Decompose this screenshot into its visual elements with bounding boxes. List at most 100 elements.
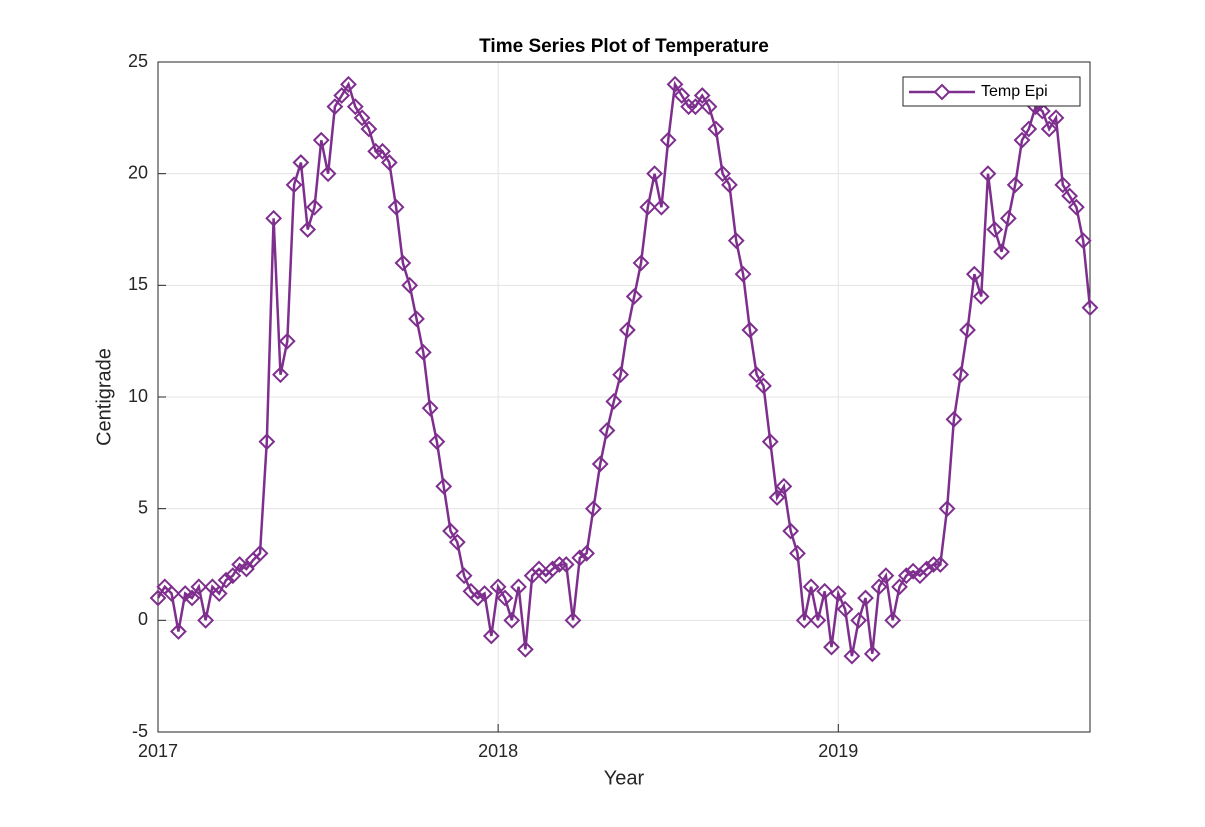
data-marker: [904, 562, 922, 580]
data-marker: [625, 288, 643, 305]
data-marker: [1040, 120, 1058, 138]
data-marker: [687, 98, 704, 116]
data-marker: [972, 288, 990, 305]
data-marker: [476, 585, 493, 602]
y-tick-label: 0: [138, 609, 148, 629]
data-marker: [965, 265, 983, 283]
data-marker: [775, 477, 793, 495]
data-marker: [999, 209, 1017, 227]
data-marker: [469, 589, 487, 607]
data-marker: [1074, 232, 1092, 250]
data-marker: [278, 332, 296, 350]
data-marker: [646, 165, 664, 183]
data-marker: [734, 265, 752, 283]
data-marker: [482, 627, 500, 645]
y-tick-label: 15: [128, 274, 148, 294]
data-marker: [836, 600, 854, 618]
data-marker: [931, 556, 949, 573]
data-marker: [618, 321, 636, 339]
data-marker: [659, 131, 677, 149]
data-marker: [884, 611, 902, 629]
data-marker: [612, 366, 630, 384]
data-marker: [217, 571, 235, 589]
data-marker: [741, 321, 759, 339]
data-marker: [802, 578, 820, 596]
y-tick-label: 20: [128, 162, 148, 182]
data-marker: [550, 556, 568, 573]
data-marker: [503, 611, 521, 629]
data-marker: [455, 567, 473, 585]
data-marker: [952, 366, 970, 384]
data-marker: [224, 567, 242, 585]
data-marker: [210, 585, 228, 602]
data-marker: [448, 533, 466, 551]
data-marker: [795, 611, 813, 629]
y-tick-label: 10: [128, 386, 148, 406]
data-marker: [578, 544, 595, 562]
data-marker: [959, 321, 976, 339]
data-marker: [496, 589, 514, 607]
y-axis-label: Centigrade: [93, 348, 115, 446]
data-marker: [809, 611, 827, 629]
data-marker: [993, 243, 1010, 261]
data-marker: [789, 544, 806, 562]
y-tick-label: -5: [132, 721, 148, 741]
data-marker: [1006, 176, 1024, 194]
data-marker: [238, 560, 255, 578]
data-marker: [673, 87, 691, 104]
data-marker: [231, 556, 249, 573]
data-marker: [414, 343, 432, 361]
data-marker: [714, 165, 732, 183]
data-marker: [632, 254, 650, 272]
data-marker: [639, 198, 657, 216]
data-marker: [367, 142, 385, 160]
data-marker: [755, 377, 772, 395]
axes-box: [157, 61, 1091, 733]
data-marker: [918, 560, 936, 578]
data-marker: [1033, 102, 1051, 120]
data-marker: [605, 393, 623, 410]
data-marker: [312, 131, 330, 149]
data-marker: [979, 165, 997, 183]
data-marker: [850, 611, 868, 629]
data-marker: [727, 232, 745, 250]
data-marker: [1081, 299, 1099, 317]
data-marker: [380, 154, 398, 171]
data-marker: [700, 98, 718, 116]
data-marker: [863, 645, 881, 663]
data-marker: [782, 522, 800, 540]
data-marker: [176, 585, 194, 602]
x-tick-label: 2017: [138, 741, 178, 761]
data-marker: [1067, 198, 1085, 216]
data-marker: [353, 109, 371, 127]
data-marker: [340, 75, 357, 93]
data-marker: [346, 98, 364, 116]
data-marker: [897, 567, 915, 585]
data-marker: [653, 198, 670, 216]
data-marker: [768, 489, 786, 506]
legend-marker: [933, 83, 951, 101]
data-marker: [598, 422, 616, 439]
data-marker: [891, 578, 908, 596]
data-marker: [823, 638, 840, 656]
data-marker: [190, 578, 208, 596]
data-marker: [510, 578, 527, 596]
data-marker: [272, 366, 289, 384]
x-axis-label: Year: [604, 767, 645, 789]
data-marker: [945, 410, 963, 428]
data-marker: [829, 585, 847, 602]
data-marker: [251, 544, 269, 562]
data-marker: [544, 560, 561, 578]
data-marker: [877, 567, 895, 585]
data-marker: [591, 455, 609, 473]
data-marker: [938, 500, 956, 518]
data-marker: [299, 221, 317, 238]
data-marker: [584, 500, 602, 518]
data-marker: [163, 585, 181, 602]
y-tick-label: 25: [128, 51, 148, 71]
chart-title: Time Series Plot of Temperature: [479, 36, 769, 57]
data-marker: [428, 433, 446, 451]
data-marker: [394, 254, 412, 272]
data-marker: [1054, 176, 1072, 194]
